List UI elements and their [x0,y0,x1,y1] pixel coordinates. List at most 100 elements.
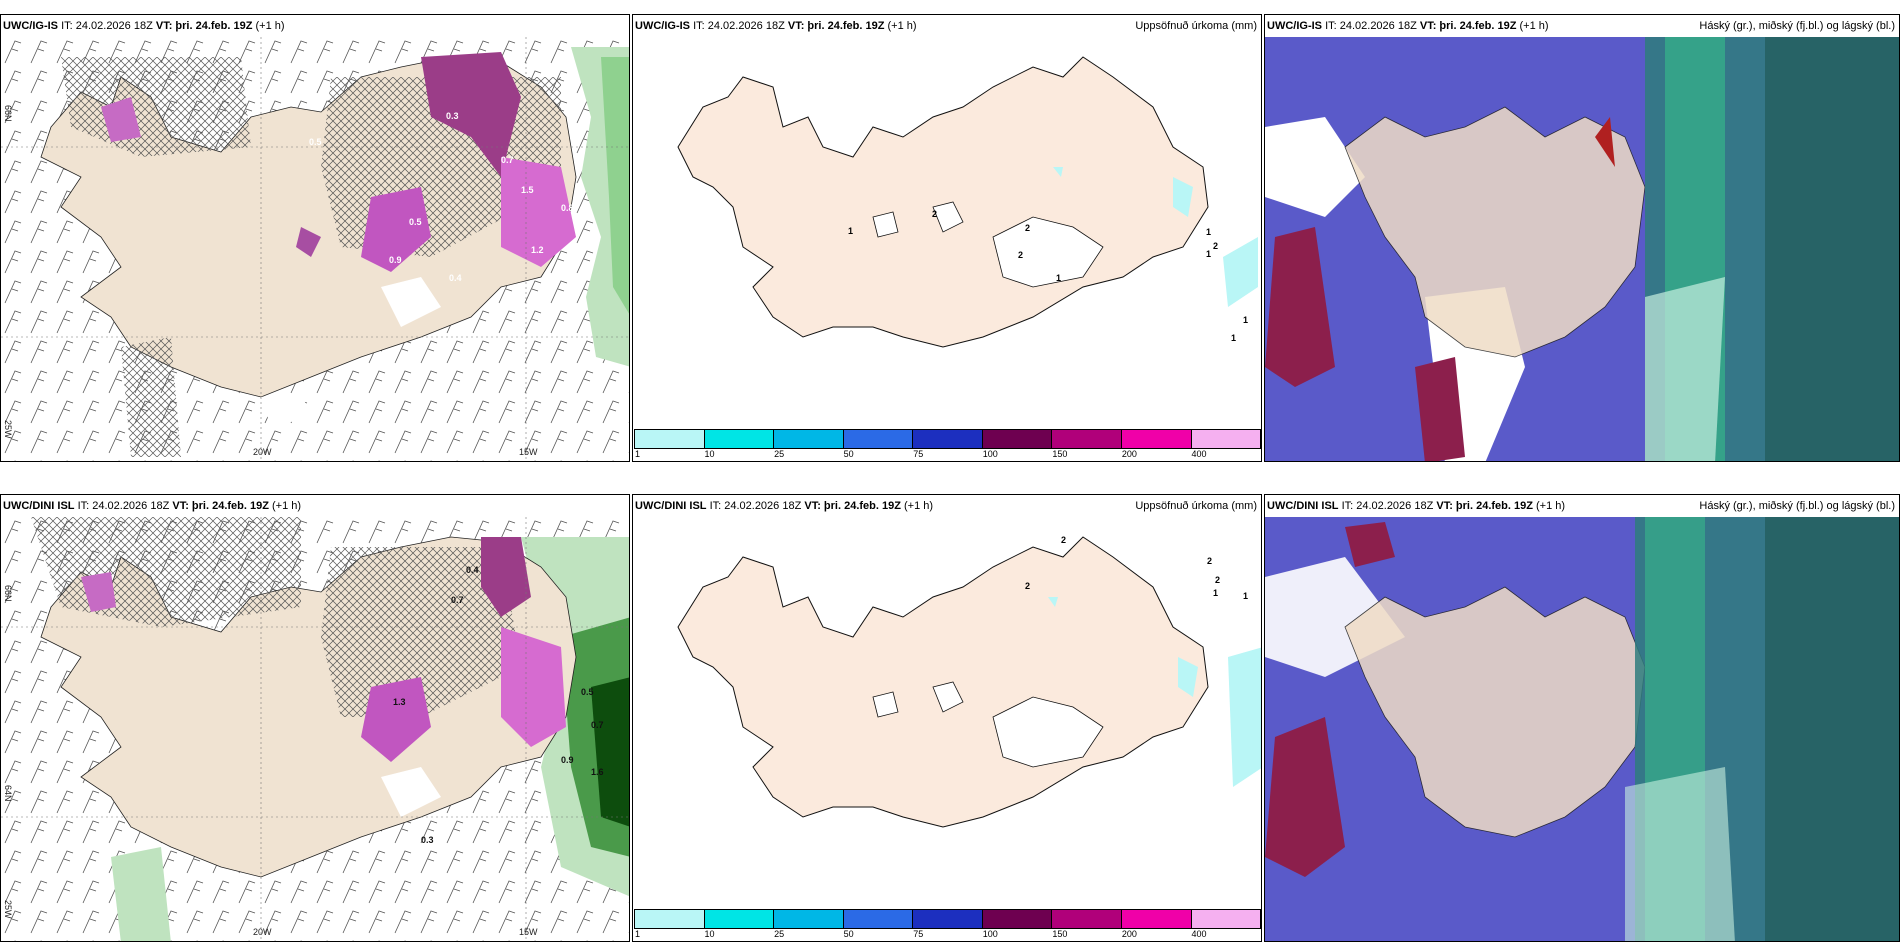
color-scale-swatch [843,430,914,448]
color-scale-swatch [913,910,983,928]
color-scale [634,429,1261,449]
color-scale-label: 400 [1191,929,1207,939]
color-scale-label: 100 [982,929,998,939]
map-precip-wind [1,37,629,461]
panel-ig-is-accumulated-precip: UWC/IG-IS IT: 24.02.2026 18Z VT: þri. 24… [632,14,1262,462]
value-label: 0.7 [451,595,464,605]
color-scale-swatch [1052,430,1122,448]
value-label: 0.9 [389,255,402,265]
map-clouds [1265,517,1899,941]
panel-title: Háský (gr.), miðský (fj.bl.) og lágský (… [1699,20,1895,32]
color-scale-label: 1 [635,449,641,459]
color-scale-swatch [635,910,705,928]
panel-header: UWC/IG-IS IT: 24.02.2026 18Z VT: þri. 24… [3,20,285,32]
value-label: 2 [1025,223,1031,233]
map-accumulated-precip [633,517,1261,917]
color-scale-swatch [1191,910,1261,928]
color-scale-label: 200 [1121,929,1137,939]
color-scale-label: 10 [704,929,715,939]
lon-label-15w: 15W [519,927,538,937]
color-scale-swatch [1121,430,1192,448]
color-scale-swatch [1052,910,1122,928]
color-scale-swatch [982,910,1053,928]
color-scale-label: 200 [1121,449,1137,459]
color-scale-label: 50 [843,449,854,459]
color-scale-label: 25 [774,929,785,939]
panel-dini-clouds: UWC/DINI ISL IT: 24.02.2026 18Z VT: þri.… [1264,494,1900,942]
color-scale [634,909,1261,929]
value-label: 2 [1215,575,1221,585]
value-label: 0.3 [421,835,434,845]
color-scale-swatch [774,430,844,448]
color-scale-swatch [774,910,844,928]
value-label: 2 [1018,250,1024,260]
value-label: 0.5 [309,137,322,147]
value-label: 0.3 [409,297,422,307]
value-label: 0.9 [561,755,574,765]
value-label: 0.8 [561,203,574,213]
color-scale-label: 10 [704,449,715,459]
panel-dini-precip-wind: UWC/DINI ISL IT: 24.02.2026 18Z VT: þri.… [0,494,630,942]
value-label: 1 [1056,273,1062,283]
lat-label-66n: 66N [3,585,13,602]
panel-header: UWC/IG-IS IT: 24.02.2026 18Z VT: þri. 24… [635,20,917,32]
panel-title: Uppsöfnuð úrkoma (mm) [1135,20,1257,32]
color-scale-label: 50 [843,929,854,939]
color-scale-swatch [1121,910,1192,928]
value-label: 0.5 [409,217,422,227]
panel-ig-is-clouds: UWC/IG-IS IT: 24.02.2026 18Z VT: þri. 24… [1264,14,1900,462]
color-scale-swatch [704,430,775,448]
color-scale-label: 75 [913,449,924,459]
value-label: 2 [1213,241,1219,251]
lat-label-25w: 25W [3,420,13,439]
iceland-landmass [1344,106,1646,358]
panel-header: UWC/DINI ISL IT: 24.02.2026 18Z VT: þri.… [635,500,934,512]
value-label: 0.7 [591,720,604,730]
color-scale-label: 25 [774,449,785,459]
color-scale-swatch [913,430,983,448]
color-scale-label: 75 [913,929,924,939]
value-label: 1.3 [393,697,406,707]
lat-label-25w: 25W [3,900,13,919]
color-scale-label: 150 [1052,449,1068,459]
color-scale-label: 100 [982,449,998,459]
lon-label-20w: 20W [253,447,272,457]
panel-header: UWC/DINI ISL IT: 24.02.2026 18Z VT: þri.… [3,500,302,512]
color-scale-label: 1 [635,929,641,939]
lat-label-66n: 66N [3,105,13,122]
value-label: 1.2 [531,245,544,255]
panel-dini-accumulated-precip: UWC/DINI ISL IT: 24.02.2026 18Z VT: þri.… [632,494,1262,942]
color-scale-labels: 1 10 25 50 75 100 150 200 400 [634,929,1260,941]
panel-header: UWC/DINI ISL IT: 24.02.2026 18Z VT: þri.… [1267,500,1566,512]
value-label: 2 [1061,535,1067,545]
panel-title: Uppsöfnuð úrkoma (mm) [1135,500,1257,512]
panel-title: Háský (gr.), miðský (fj.bl.) og lágský (… [1699,500,1895,512]
lon-label-15w: 15W [519,447,538,457]
value-label: 1 [1231,333,1237,343]
value-label: 1 [1213,588,1219,598]
value-label: 1 [1243,315,1249,325]
value-label: 2 [1025,581,1031,591]
lat-label-64n: 64N [3,785,13,802]
value-label: 0.7 [501,155,514,165]
panel-header: UWC/IG-IS IT: 24.02.2026 18Z VT: þri. 24… [1267,20,1549,32]
value-label: 1.6 [591,767,604,777]
color-scale-label: 400 [1191,449,1207,459]
color-scale-swatch [704,910,775,928]
value-label: 1 [1206,249,1212,259]
color-scale-labels: 1 10 25 50 75 100 150 200 400 [634,449,1260,461]
value-label: 2 [932,209,938,219]
value-label: 0.4 [466,565,479,575]
value-label: 0.3 [446,111,459,121]
value-label: 1 [848,226,854,236]
color-scale-swatch [635,430,705,448]
color-scale-swatch [843,910,914,928]
lon-label-20w: 20W [253,927,272,937]
value-label: 0.5 [581,687,594,697]
value-label: 0.4 [449,273,462,283]
map-clouds [1265,37,1899,461]
value-label: 1.5 [521,185,534,195]
value-label: 1 [1206,227,1212,237]
value-label: 1 [1243,591,1249,601]
map-accumulated-precip [633,37,1261,437]
